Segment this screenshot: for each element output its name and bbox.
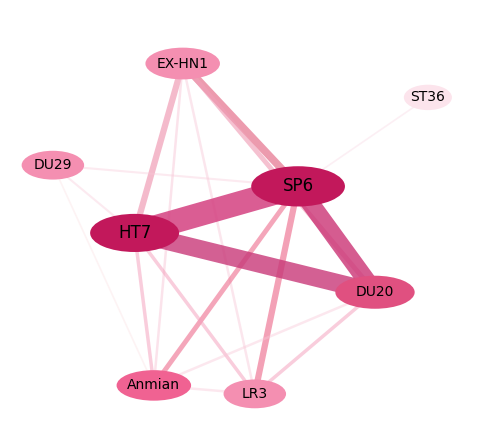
Text: DU20: DU20 [356, 285, 394, 299]
Ellipse shape [404, 85, 452, 110]
Ellipse shape [22, 151, 84, 180]
Ellipse shape [116, 370, 191, 400]
Ellipse shape [251, 166, 345, 206]
Ellipse shape [224, 379, 286, 408]
Text: LR3: LR3 [242, 387, 268, 401]
Ellipse shape [336, 276, 414, 309]
Ellipse shape [146, 48, 220, 79]
Text: Anmian: Anmian [128, 378, 180, 392]
Text: HT7: HT7 [118, 224, 151, 242]
Ellipse shape [90, 214, 179, 252]
Text: EX-HN1: EX-HN1 [156, 57, 208, 70]
Text: DU29: DU29 [34, 158, 72, 172]
Text: SP6: SP6 [282, 178, 314, 195]
Text: ST36: ST36 [410, 90, 446, 105]
